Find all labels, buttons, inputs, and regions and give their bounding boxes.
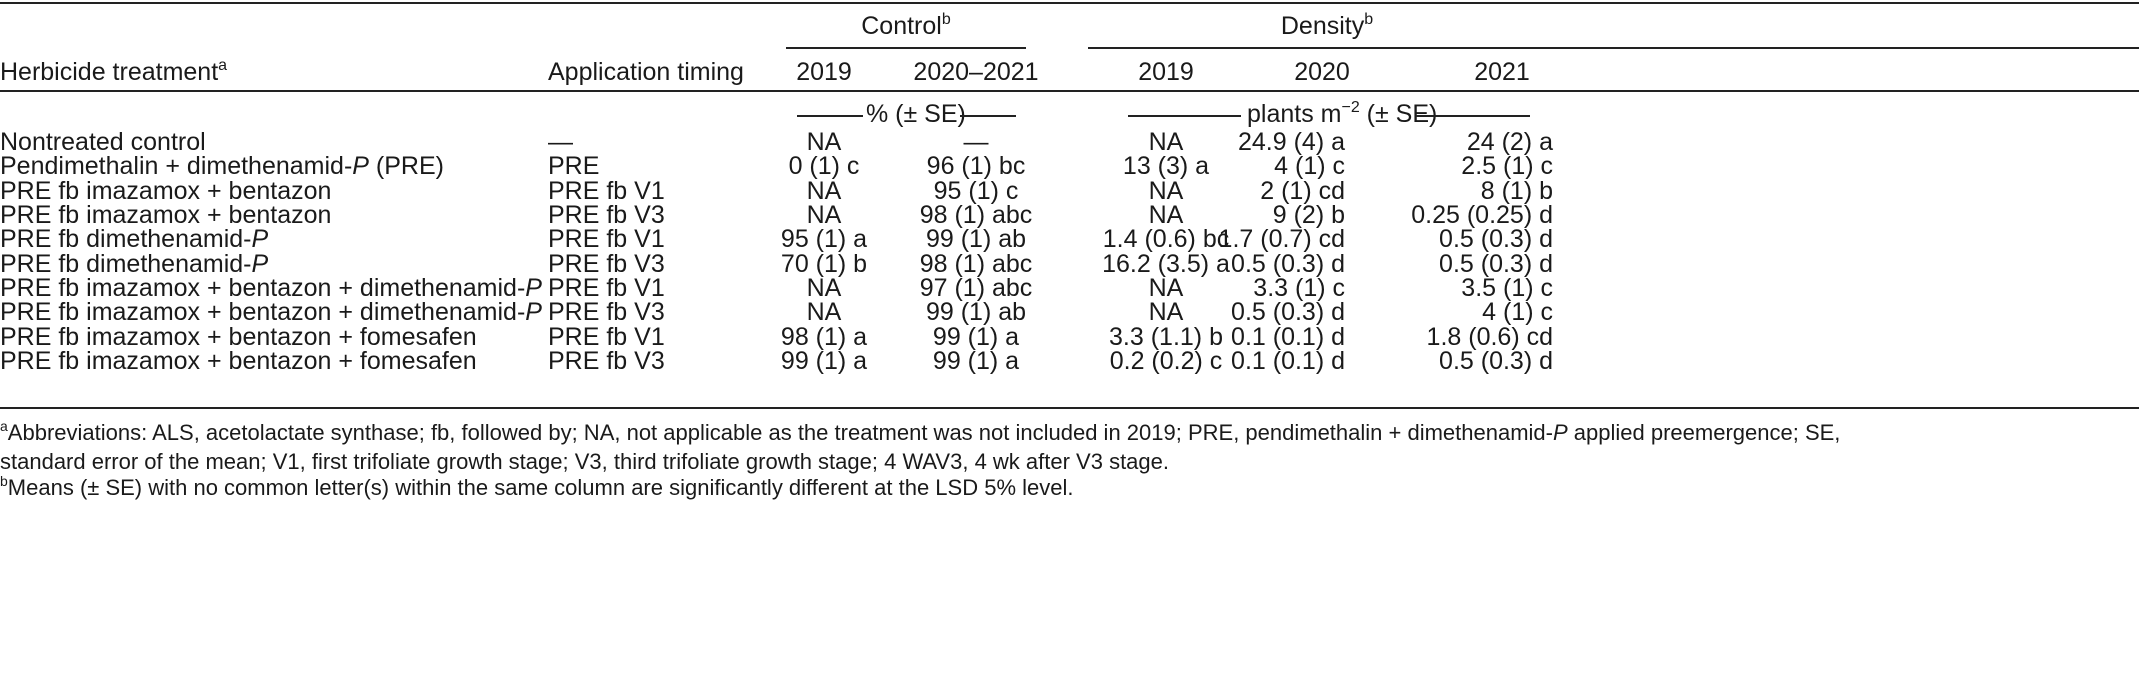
cell-density-2020: 3.3 (1) c	[1253, 274, 1345, 303]
cell-control-2020-2021: 99 (1) ab	[925, 225, 1027, 254]
cell-control-2019: 70 (1) b	[780, 249, 868, 278]
cell-density-2021: 3.5 (1) c	[1461, 274, 1553, 303]
cell-density-2020: 0.5 (0.3) d	[1231, 249, 1345, 278]
col-header-density-2020: 2020	[1294, 58, 1350, 86]
cell-timing: PRE fb V3	[548, 249, 665, 278]
cell-control-2019: NA	[806, 298, 842, 327]
cell-control-2020-2021: —	[963, 128, 989, 156]
cell-control-2019: NA	[806, 128, 842, 156]
footnote-b: bMeans (± SE) with no common letter(s) w…	[0, 473, 1074, 500]
cell-density-2019: NA	[1148, 128, 1184, 156]
cell-control-2019: 99 (1) a	[780, 347, 868, 376]
group-header-control: Controlb	[861, 11, 951, 40]
cell-control-2019: NA	[806, 176, 842, 205]
units-control: % (± SE)	[866, 100, 966, 128]
cell-density-2021: 0.5 (0.3) d	[1439, 249, 1553, 278]
cell-control-2020-2021: 98 (1) abc	[919, 201, 1033, 230]
cell-control-2019: NA	[806, 274, 842, 303]
cell-timing: PRE fb V3	[548, 298, 665, 327]
cell-timing: PRE fb V1	[548, 176, 665, 205]
cell-control-2020-2021: 99 (1) a	[932, 347, 1020, 376]
col-header-timing: Application timing	[548, 58, 744, 86]
table-bottom-rule	[0, 407, 2139, 409]
units-control-dash-left	[797, 115, 863, 117]
cell-timing: PRE fb V3	[548, 201, 665, 230]
cell-treatment: PRE fb imazamox + bentazon + fomesafen	[0, 347, 477, 376]
cell-density-2019: 0.2 (0.2) c	[1109, 347, 1223, 376]
cell-timing: PRE fb V1	[548, 274, 665, 303]
cell-treatment: PRE fb imazamox + bentazon	[0, 201, 332, 230]
cell-control-2020-2021: 99 (1) ab	[925, 298, 1027, 327]
cell-treatment: Nontreated control	[0, 128, 206, 156]
cell-density-2020: 1.7 (0.7) cd	[1218, 225, 1345, 254]
cell-density-2019: NA	[1148, 176, 1184, 205]
cell-control-2019: 0 (1) c	[788, 152, 860, 181]
cell-density-2021: 2.5 (1) c	[1461, 152, 1553, 181]
cell-density-2019: 16.2 (3.5) a	[1102, 249, 1230, 278]
cell-timing: —	[548, 128, 573, 156]
cell-treatment: PRE fb imazamox + bentazon + dimethenami…	[0, 274, 542, 303]
cell-density-2021: 1.8 (0.6) cd	[1426, 322, 1553, 351]
top-rule	[0, 2, 2139, 4]
cell-timing: PRE	[548, 152, 600, 181]
cell-control-2020-2021: 96 (1) bc	[926, 152, 1026, 181]
col-header-density-2019: 2019	[1138, 58, 1194, 86]
footnote-a-line2: standard error of the mean; V1, first tr…	[0, 449, 1169, 474]
units-density-dash-right	[1416, 115, 1530, 117]
footnote-a-line1: aAbbreviations: ALS, acetolactate syntha…	[0, 418, 1841, 445]
col-header-density-2021: 2021	[1474, 58, 1530, 86]
cell-treatment: PRE fb dimethenamid-P	[0, 225, 269, 254]
cell-control-2019: NA	[806, 201, 842, 230]
cell-control-2019: 98 (1) a	[780, 322, 868, 351]
cell-density-2020: 4 (1) c	[1274, 152, 1345, 181]
cell-density-2020: 9 (2) b	[1272, 201, 1345, 230]
cell-density-2020: 0.1 (0.1) d	[1231, 347, 1345, 376]
cell-density-2019: 3.3 (1.1) b	[1109, 322, 1223, 351]
cell-density-2020: 0.5 (0.3) d	[1231, 298, 1345, 327]
col-header-treatment: Herbicide treatmenta	[0, 57, 228, 86]
cell-density-2020: 0.1 (0.1) d	[1231, 322, 1345, 351]
cell-control-2020-2021: 99 (1) a	[932, 322, 1020, 351]
cell-control-2020-2021: 98 (1) abc	[919, 249, 1033, 278]
cell-density-2021: 0.5 (0.3) d	[1439, 225, 1553, 254]
col-header-control-2020-2021: 2020–2021	[913, 58, 1039, 86]
cell-treatment: Pendimethalin + dimethenamid-P (PRE)	[0, 152, 444, 181]
cell-control-2020-2021: 97 (1) abc	[919, 274, 1033, 303]
cell-density-2021: 4 (1) c	[1482, 298, 1553, 327]
density-group-underline	[1088, 47, 2139, 49]
cell-density-2021: 8 (1) b	[1480, 176, 1553, 205]
units-density: plants m−2 (± SE)	[1247, 99, 1438, 128]
cell-density-2019: 1.4 (0.6) bc	[1102, 225, 1230, 254]
cell-density-2019: 13 (3) a	[1122, 152, 1210, 181]
units-control-dash-right	[960, 115, 1016, 117]
col-header-control-2019: 2019	[796, 58, 852, 86]
cell-density-2019: NA	[1148, 274, 1184, 303]
cell-timing: PRE fb V1	[548, 225, 665, 254]
cell-density-2021: 24 (2) a	[1466, 128, 1553, 156]
cell-control-2020-2021: 95 (1) c	[933, 176, 1019, 205]
cell-density-2021: 0.25 (0.25) d	[1411, 201, 1553, 230]
control-group-underline	[786, 47, 1026, 49]
cell-treatment: PRE fb imazamox + bentazon + fomesafen	[0, 322, 477, 351]
units-density-dash-left	[1128, 115, 1241, 117]
cell-density-2020: 2 (1) cd	[1260, 176, 1345, 205]
cell-density-2019: NA	[1148, 298, 1184, 327]
header-bottom-rule	[0, 90, 2139, 92]
cell-density-2020: 24.9 (4) a	[1237, 128, 1345, 156]
cell-timing: PRE fb V3	[548, 347, 665, 376]
cell-treatment: PRE fb dimethenamid-P	[0, 249, 269, 278]
cell-treatment: PRE fb imazamox + bentazon	[0, 176, 332, 205]
cell-control-2019: 95 (1) a	[780, 225, 868, 254]
group-header-density: Densityb	[1280, 11, 1374, 40]
cell-density-2019: NA	[1148, 201, 1184, 230]
cell-timing: PRE fb V1	[548, 322, 665, 351]
cell-treatment: PRE fb imazamox + bentazon + dimethenami…	[0, 298, 542, 327]
cell-density-2021: 0.5 (0.3) d	[1439, 347, 1553, 376]
